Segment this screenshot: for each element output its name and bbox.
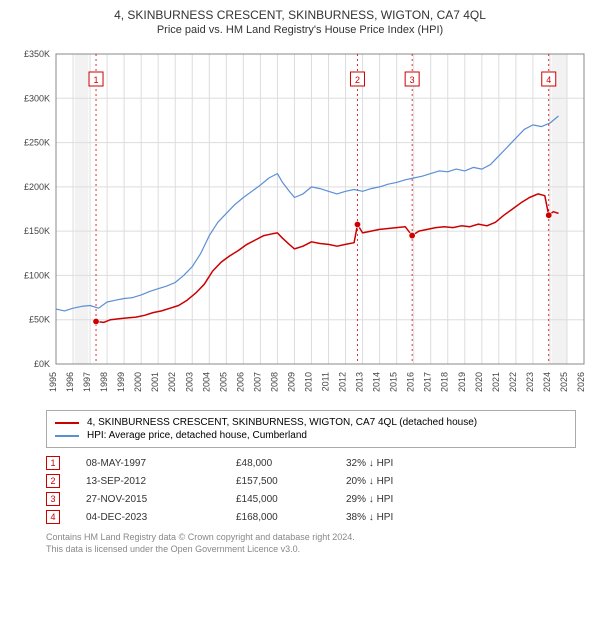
svg-text:£300K: £300K <box>24 93 50 103</box>
footnote-line: Contains HM Land Registry data © Crown c… <box>46 532 590 544</box>
svg-text:2025: 2025 <box>559 372 569 392</box>
svg-text:2011: 2011 <box>321 372 331 391</box>
legend-item: 4, SKINBURNESS CRESCENT, SKINBURNESS, WI… <box>55 417 567 428</box>
legend-swatch <box>55 422 79 424</box>
svg-text:1997: 1997 <box>82 372 92 392</box>
event-price: £168,000 <box>236 512 346 523</box>
svg-text:2008: 2008 <box>269 372 279 392</box>
svg-text:£100K: £100K <box>24 270 50 280</box>
svg-text:2004: 2004 <box>201 372 211 392</box>
event-price: £157,500 <box>236 476 346 487</box>
event-pct: 32% ↓ HPI <box>346 458 476 469</box>
svg-text:3: 3 <box>410 75 415 85</box>
footnote: Contains HM Land Registry data © Crown c… <box>46 532 590 555</box>
event-pct: 29% ↓ HPI <box>346 494 476 505</box>
event-pct: 38% ↓ HPI <box>346 512 476 523</box>
svg-text:2003: 2003 <box>184 372 194 392</box>
svg-text:1: 1 <box>94 75 99 85</box>
event-price: £48,000 <box>236 458 346 469</box>
event-price: £145,000 <box>236 494 346 505</box>
legend-swatch <box>55 435 79 437</box>
svg-text:£250K: £250K <box>24 138 50 148</box>
svg-text:£0K: £0K <box>34 359 50 369</box>
event-marker-icon: 1 <box>46 456 60 470</box>
event-row: 1 08-MAY-1997 £48,000 32% ↓ HPI <box>46 456 590 470</box>
event-marker-icon: 3 <box>46 492 60 506</box>
svg-text:2018: 2018 <box>440 372 450 392</box>
svg-text:2012: 2012 <box>338 372 348 392</box>
svg-text:2021: 2021 <box>491 372 501 392</box>
chart-subtitle: Price paid vs. HM Land Registry's House … <box>10 24 590 36</box>
svg-text:2020: 2020 <box>474 372 484 392</box>
svg-text:2001: 2001 <box>150 372 160 392</box>
svg-text:£150K: £150K <box>24 226 50 236</box>
svg-text:2014: 2014 <box>372 372 382 392</box>
event-marker-icon: 2 <box>46 474 60 488</box>
svg-text:2009: 2009 <box>286 372 296 392</box>
event-pct: 20% ↓ HPI <box>346 476 476 487</box>
footnote-line: This data is licensed under the Open Gov… <box>46 544 590 556</box>
chart-title: 4, SKINBURNESS CRESCENT, SKINBURNESS, WI… <box>10 8 590 22</box>
legend-item: HPI: Average price, detached house, Cumb… <box>55 430 567 441</box>
svg-text:1995: 1995 <box>48 372 58 392</box>
svg-text:2017: 2017 <box>423 372 433 392</box>
svg-text:2016: 2016 <box>406 372 416 392</box>
svg-text:2024: 2024 <box>542 372 552 392</box>
svg-text:£350K: £350K <box>24 49 50 59</box>
legend: 4, SKINBURNESS CRESCENT, SKINBURNESS, WI… <box>46 410 576 448</box>
event-date: 08-MAY-1997 <box>86 458 236 469</box>
event-date: 04-DEC-2023 <box>86 512 236 523</box>
svg-text:2006: 2006 <box>235 372 245 392</box>
events-table: 1 08-MAY-1997 £48,000 32% ↓ HPI 2 13-SEP… <box>46 456 590 524</box>
svg-text:4: 4 <box>546 75 551 85</box>
svg-text:2000: 2000 <box>133 372 143 392</box>
svg-text:2005: 2005 <box>218 372 228 392</box>
svg-text:2010: 2010 <box>303 372 313 392</box>
chart-area: £0K £50K £100K £150K £200K £250K £300K £350K 199… <box>10 44 590 404</box>
svg-text:2022: 2022 <box>508 372 518 392</box>
event-date: 13-SEP-2012 <box>86 476 236 487</box>
event-date: 27-NOV-2015 <box>86 494 236 505</box>
event-marker-icon: 4 <box>46 510 60 524</box>
svg-text:2013: 2013 <box>355 372 365 392</box>
svg-text:£200K: £200K <box>24 182 50 192</box>
event-row: 2 13-SEP-2012 £157,500 20% ↓ HPI <box>46 474 590 488</box>
svg-text:2002: 2002 <box>167 372 177 392</box>
svg-text:2023: 2023 <box>525 372 535 392</box>
svg-text:2: 2 <box>355 75 360 85</box>
svg-text:2015: 2015 <box>389 372 399 392</box>
event-row: 3 27-NOV-2015 £145,000 29% ↓ HPI <box>46 492 590 506</box>
root: 4, SKINBURNESS CRESCENT, SKINBURNESS, WI… <box>0 0 600 563</box>
svg-text:1996: 1996 <box>65 372 75 392</box>
svg-text:2019: 2019 <box>457 372 467 392</box>
svg-text:2026: 2026 <box>576 372 586 392</box>
chart-svg: £0K £50K £100K £150K £200K £250K £300K £350K 199… <box>10 44 590 404</box>
legend-label: 4, SKINBURNESS CRESCENT, SKINBURNESS, WI… <box>87 417 477 428</box>
svg-text:1998: 1998 <box>99 372 109 392</box>
svg-text:1999: 1999 <box>116 372 126 392</box>
legend-label: HPI: Average price, detached house, Cumb… <box>87 430 307 441</box>
svg-text:2007: 2007 <box>252 372 262 392</box>
svg-text:£50K: £50K <box>29 315 50 325</box>
event-row: 4 04-DEC-2023 £168,000 38% ↓ HPI <box>46 510 590 524</box>
